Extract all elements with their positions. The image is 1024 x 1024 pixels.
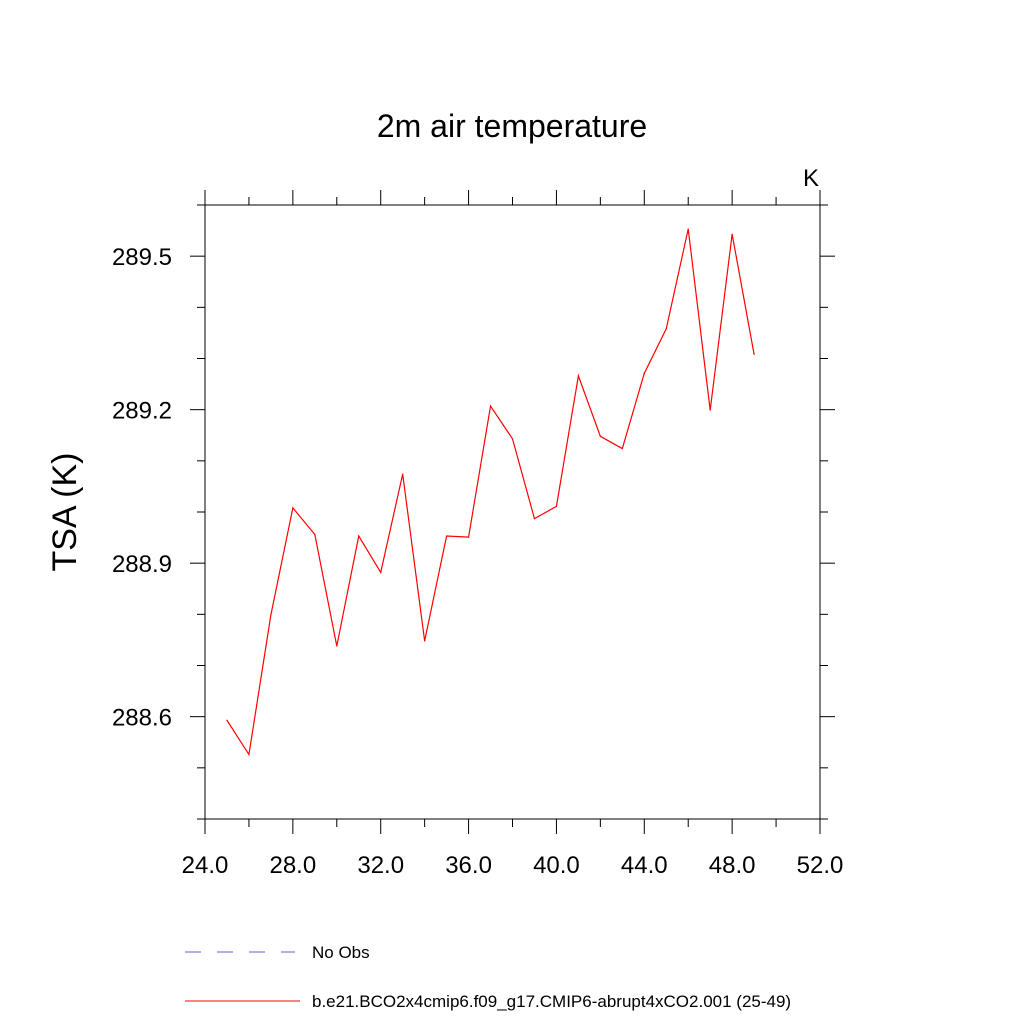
x-tick-label: 28.0 xyxy=(269,852,316,879)
data-point xyxy=(731,233,733,235)
data-point xyxy=(424,640,426,642)
data-point xyxy=(709,409,711,411)
series-layer xyxy=(226,228,755,757)
data-point xyxy=(446,535,448,537)
y-tick-label: 288.6 xyxy=(112,705,172,732)
y-tick-label: 288.9 xyxy=(112,551,172,578)
series-line xyxy=(226,228,755,757)
x-tick-label: 44.0 xyxy=(621,852,668,879)
plot-frame xyxy=(204,204,821,820)
data-point xyxy=(665,328,667,330)
data-point xyxy=(270,614,272,616)
data-point xyxy=(314,533,316,536)
data-point xyxy=(511,438,514,440)
units-label: K xyxy=(803,165,819,192)
y-tick-labels: 288.6 288.9 289.2 289.5 xyxy=(112,244,172,732)
data-point xyxy=(402,473,404,475)
data-point xyxy=(599,435,601,437)
data-point xyxy=(380,571,382,573)
data-point xyxy=(358,535,360,537)
y-axis-label: TSA (K) xyxy=(46,452,84,571)
data-point xyxy=(533,518,536,520)
legend: No Obs b.e21.BCO2x4cmip6.f09_g17.CMIP6-a… xyxy=(185,943,791,1011)
data-point xyxy=(577,375,579,377)
x-tick-label: 24.0 xyxy=(182,852,229,879)
x-tick-labels: 24.0 28.0 32.0 36.0 40.0 44.0 48.0 52.0 xyxy=(182,852,844,879)
chart-title: 2m air temperature xyxy=(377,108,647,144)
data-point xyxy=(467,536,470,538)
data-point xyxy=(643,372,645,374)
data-point xyxy=(226,719,228,721)
x-tick-label: 52.0 xyxy=(797,852,844,879)
x-tick-label: 32.0 xyxy=(357,852,404,879)
data-point xyxy=(753,353,755,356)
data-point xyxy=(248,753,250,756)
data-point xyxy=(489,405,492,407)
x-tick-label: 36.0 xyxy=(445,852,492,879)
legend-label-no-obs: No Obs xyxy=(312,943,370,962)
axis-ticks xyxy=(190,190,835,834)
data-point xyxy=(687,228,689,230)
data-point xyxy=(621,447,623,450)
data-point xyxy=(336,645,338,647)
x-tick-label: 48.0 xyxy=(709,852,756,879)
y-tick-label: 289.5 xyxy=(112,244,172,271)
data-point xyxy=(555,505,558,507)
legend-label-model: b.e21.BCO2x4cmip6.f09_g17.CMIP6-abrupt4x… xyxy=(312,992,791,1011)
data-point xyxy=(292,507,294,509)
x-tick-label: 40.0 xyxy=(533,852,580,879)
y-tick-label: 289.2 xyxy=(112,398,172,425)
